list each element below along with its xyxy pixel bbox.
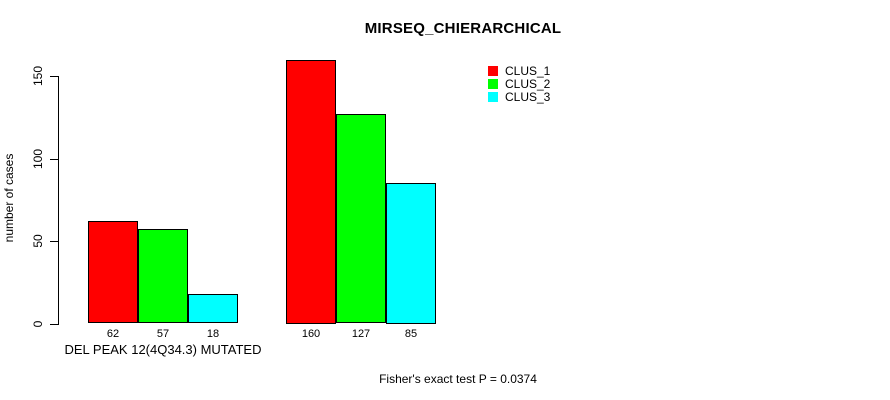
- bar-clus_1-group2: [286, 59, 336, 324]
- y-tick-label-100: 100: [31, 148, 45, 169]
- y-tick-label-50: 50: [31, 234, 45, 248]
- legend-swatch-clus_3: [488, 92, 498, 102]
- bar-clus_2-group2: [336, 113, 386, 324]
- legend-swatch-clus_2: [488, 79, 498, 89]
- chart-title: MIRSEQ_CHIERARCHICAL: [364, 20, 562, 37]
- bar-clus_3-group1: [188, 293, 238, 324]
- y-axis-line: [58, 76, 59, 324]
- y-tick-0: [50, 323, 59, 325]
- footnote: Fisher's exact test P = 0.0374: [379, 372, 537, 386]
- bar-value-label-clus_1-group2: 160: [301, 328, 321, 340]
- y-tick-100: [50, 158, 59, 160]
- y-tick-label-0: 0: [31, 320, 45, 327]
- bar-value-label-clus_2-group1: 57: [156, 328, 170, 340]
- y-tick-150: [50, 76, 59, 77]
- bar-value-label-clus_2-group2: 127: [351, 328, 371, 340]
- legend-row-clus_3: CLUS_3: [488, 90, 551, 104]
- y-axis-title: number of cases: [2, 153, 16, 243]
- y-tick-label-150: 150: [31, 65, 45, 87]
- bar-clus_2-group1: [138, 229, 188, 324]
- legend-label-clus_2: CLUS_2: [505, 77, 551, 91]
- bar-value-label-clus_3-group2: 85: [404, 328, 418, 340]
- legend-swatch-clus_1: [488, 66, 498, 76]
- bar-clus_3-group2: [386, 183, 436, 324]
- bar-value-label-clus_1-group1: 62: [106, 328, 120, 340]
- legend-label-clus_1: CLUS_1: [505, 64, 551, 78]
- x-axis-group-label: DEL PEAK 12(4Q34.3) MUTATED: [64, 342, 262, 357]
- legend: CLUS_1 CLUS_2 CLUS_3: [488, 64, 551, 104]
- legend-row-clus_2: CLUS_2: [488, 77, 551, 91]
- bar-value-label-clus_3-group1: 18: [206, 328, 220, 340]
- y-tick-50: [50, 241, 59, 242]
- legend-row-clus_1: CLUS_1: [488, 64, 551, 78]
- bar-clus_1-group1: [88, 221, 138, 324]
- legend-label-clus_3: CLUS_3: [505, 90, 551, 104]
